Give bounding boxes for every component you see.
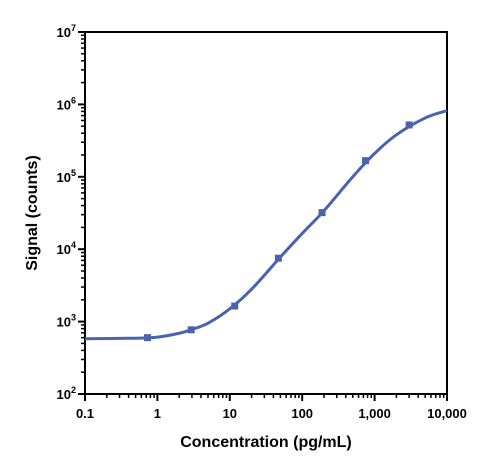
y-tick-label: 103 (57, 313, 76, 330)
x-axis-title: Concentration (pg/mL) (180, 434, 352, 451)
data-point (405, 121, 413, 129)
data-point (231, 302, 239, 310)
fit-curve (84, 109, 448, 341)
data-point (144, 334, 152, 342)
plot-frame (84, 31, 448, 395)
data-point (318, 209, 326, 217)
x-tick-label: 1 (154, 406, 161, 421)
y-tick-label: 107 (57, 23, 76, 40)
data-point (362, 157, 370, 165)
data-point (187, 326, 195, 334)
y-axis-ticks: 102 103 104 105 106 107 (57, 23, 85, 402)
y-axis-title: Signal (counts) (24, 155, 41, 271)
x-tick-label: 1,000 (358, 406, 391, 421)
y-tick-label: 106 (57, 95, 76, 112)
x-axis-ticks: 0.1 1 10 100 1,000 10,000 (76, 394, 467, 421)
x-tick-label: 10,000 (427, 406, 467, 421)
x-tick-label: 10 (223, 406, 237, 421)
x-tick-label: 100 (291, 406, 313, 421)
data-point (274, 254, 282, 262)
y-tick-label: 104 (57, 240, 76, 257)
data-points (144, 121, 413, 342)
plot-area (84, 31, 448, 395)
x-tick-label: 0.1 (76, 406, 94, 421)
y-tick-label: 102 (57, 385, 76, 402)
y-tick-label: 105 (57, 168, 76, 185)
